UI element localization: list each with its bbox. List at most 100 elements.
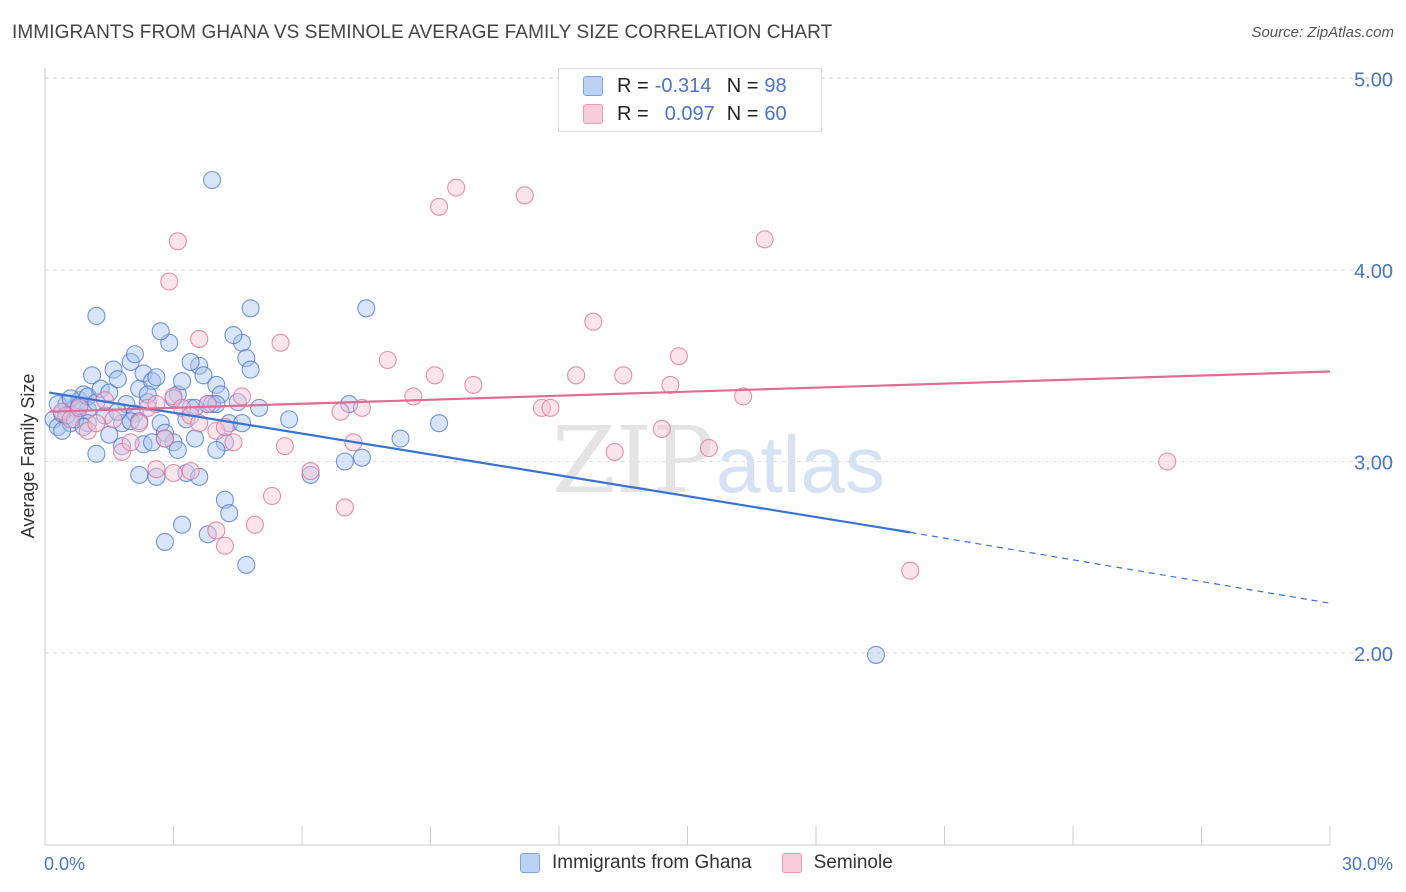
point-seminole: [1158, 452, 1177, 471]
legend-swatch-ghana: [583, 76, 603, 96]
point-ghana: [198, 525, 217, 544]
point-ghana: [185, 429, 204, 448]
point-ghana: [250, 398, 269, 417]
point-ghana: [155, 532, 174, 551]
bottom-legend-label-seminole: Seminole: [813, 852, 893, 873]
legend-r-value: -0.314: [654, 74, 712, 97]
point-seminole: [104, 410, 123, 429]
legend-n-value: 98: [764, 74, 787, 97]
point-ghana: [352, 448, 372, 467]
point-ghana: [173, 515, 192, 534]
point-ghana: [190, 356, 209, 375]
point-ghana: [108, 370, 127, 389]
bottom-legend-ghana: Immigrants from Ghana: [520, 852, 752, 874]
point-seminole: [541, 398, 560, 417]
point-seminole: [447, 178, 466, 197]
point-ghana: [207, 440, 226, 460]
bottom-legend-label-ghana: Immigrants from Ghana: [552, 852, 752, 873]
point-seminole: [262, 486, 282, 506]
point-ghana: [125, 345, 144, 364]
chart-source: Source: ZipAtlas.com: [1251, 24, 1394, 41]
series-ghana: [44, 170, 886, 664]
legend-row-ghana: R = -0.314 N = 98: [583, 72, 787, 100]
point-ghana: [194, 366, 213, 385]
legend-r-value: 0.097: [664, 102, 715, 125]
point-seminole: [901, 561, 920, 580]
point-ghana: [104, 360, 123, 379]
point-ghana: [147, 368, 166, 387]
point-seminole: [614, 366, 633, 385]
legend-r-label: R =: [617, 102, 649, 125]
legend-row-seminole: R = 0.097 N = 60: [583, 100, 787, 128]
point-seminole: [147, 460, 166, 479]
point-seminole: [430, 197, 449, 216]
point-seminole: [755, 230, 774, 249]
point-seminole: [207, 521, 226, 540]
point-seminole: [425, 366, 444, 385]
point-ghana: [237, 555, 256, 574]
point-ghana: [241, 360, 260, 379]
axes: [44, 68, 1331, 846]
point-seminole: [275, 437, 294, 456]
point-seminole: [352, 398, 372, 417]
point-seminole: [181, 462, 200, 481]
point-seminole: [87, 414, 106, 433]
point-seminole: [160, 272, 179, 291]
point-ghana: [430, 414, 449, 433]
watermark-atlas: atlas: [716, 420, 885, 509]
point-ghana: [301, 465, 320, 484]
legend-n-label: N =: [726, 102, 759, 125]
point-seminole: [164, 463, 183, 483]
point-ghana: [391, 429, 410, 448]
point-ghana: [207, 375, 226, 394]
point-seminole: [378, 350, 397, 370]
legend-n-label: N =: [726, 74, 759, 97]
bottom-legend-swatch-ghana: [520, 853, 540, 873]
point-seminole: [121, 433, 140, 452]
point-seminole: [207, 421, 226, 440]
point-ghana: [241, 299, 260, 318]
point-seminole: [271, 333, 290, 352]
point-ghana: [87, 444, 106, 463]
point-seminole: [70, 398, 89, 417]
x-tick-label-end: 30.0%: [1342, 854, 1393, 874]
trend-line-ghana-extension: [910, 531, 1331, 604]
point-seminole: [699, 439, 718, 458]
point-seminole: [669, 347, 688, 366]
y-tick-label: 4.00: [1354, 261, 1393, 283]
point-seminole: [232, 387, 252, 406]
point-seminole: [245, 515, 264, 534]
point-seminole: [224, 433, 243, 452]
point-ghana: [237, 349, 256, 368]
point-ghana: [203, 170, 222, 190]
point-seminole: [168, 232, 187, 251]
x-tick-label-start: 0.0%: [44, 854, 85, 874]
point-ghana: [211, 385, 230, 404]
watermark: ZIP atlas: [552, 407, 885, 514]
point-seminole: [331, 402, 350, 421]
point-ghana: [151, 322, 170, 341]
point-ghana: [173, 372, 192, 391]
point-ghana: [83, 366, 102, 385]
point-ghana: [220, 504, 239, 523]
point-ghana: [866, 645, 886, 664]
point-ghana: [113, 437, 132, 456]
point-seminole: [515, 186, 534, 205]
legend-box: R = -0.314 N = 98 R = 0.097 N = 60: [558, 68, 822, 132]
bottom-legend-seminole: Seminole: [781, 852, 893, 874]
point-seminole: [198, 394, 217, 414]
point-seminole: [584, 312, 603, 331]
point-seminole: [190, 414, 209, 433]
point-seminole: [661, 375, 680, 394]
point-ghana: [181, 352, 200, 371]
point-ghana: [215, 490, 234, 509]
trend-lines: [49, 370, 1331, 604]
trend-line-ghana: [49, 391, 911, 534]
point-ghana: [224, 326, 243, 345]
point-ghana: [280, 410, 299, 429]
y-axis-label: Average Family Size: [18, 374, 38, 539]
point-ghana: [357, 299, 376, 318]
point-seminole: [215, 536, 234, 555]
point-ghana: [335, 452, 354, 471]
bottom-legend-swatch-seminole: [781, 853, 802, 873]
